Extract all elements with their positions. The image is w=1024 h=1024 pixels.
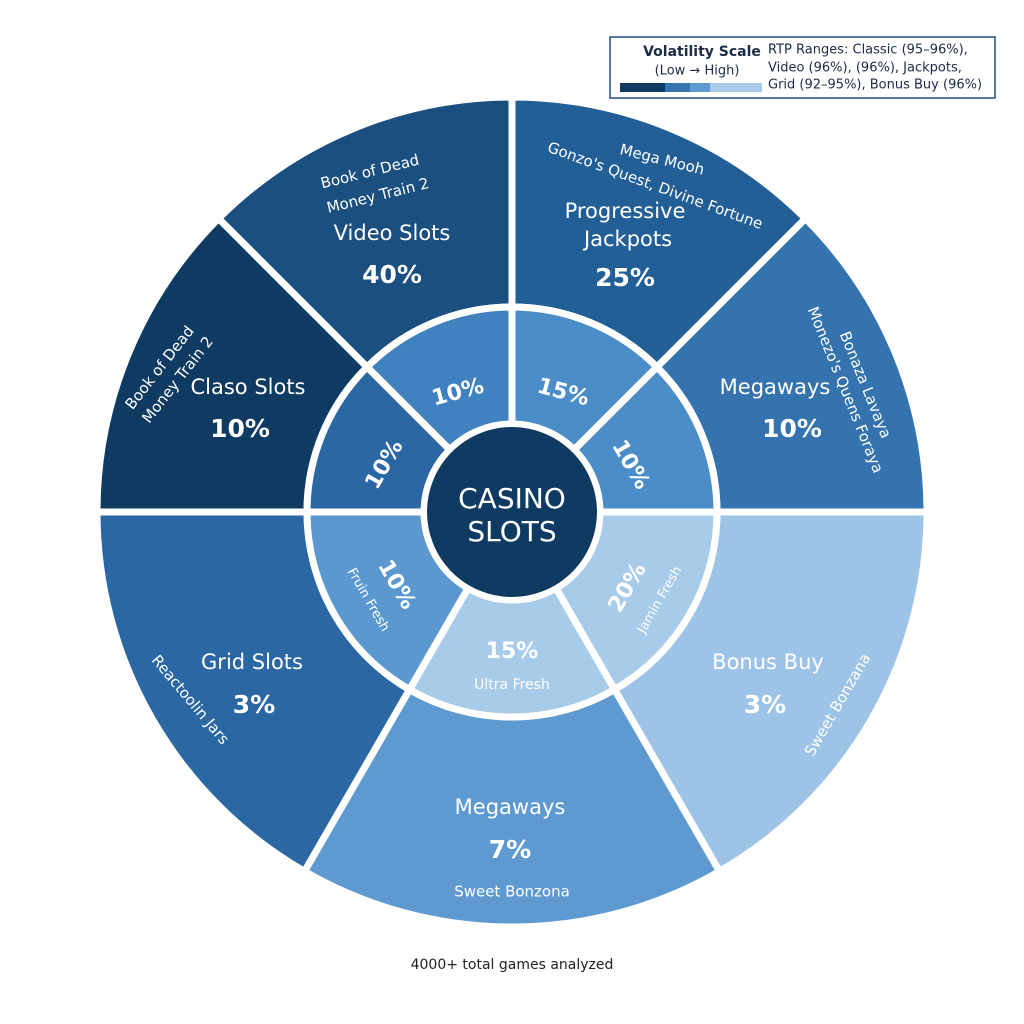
scale-swatch [620, 83, 665, 92]
segment-name: Video Slots [334, 221, 451, 245]
scale-swatch [665, 83, 690, 92]
legend: Volatility Scale (Low → High) RTP Ranges… [609, 36, 996, 99]
footer: 4000+ total games analyzed [411, 957, 614, 973]
segment-name: Claso Slots [190, 375, 305, 399]
legend-subtitle: (Low → High) [655, 64, 740, 79]
legend-note: Video (96%), (96%), Jackpots, [768, 61, 962, 76]
scale-swatch [710, 83, 762, 92]
segment-name: Megaways [720, 375, 831, 399]
segment-name: Megaways [455, 795, 566, 819]
legend-title: Volatility Scale [643, 44, 761, 60]
segment-share: 7% [489, 835, 531, 864]
segment-share: 40% [362, 260, 422, 289]
center-title: CASINO [458, 482, 566, 515]
segment-share: 3% [233, 690, 275, 719]
center-circle [421, 421, 603, 603]
segment-share: 10% [762, 414, 822, 443]
segment-name: Progressive [565, 199, 686, 223]
legend-note: Grid (92–95%), Bonus Buy (96%) [768, 78, 982, 93]
segment-name: Grid Slots [201, 650, 303, 674]
legend-note: RTP Ranges: Classic (95–96%), [768, 43, 968, 58]
segment-share: 10% [210, 414, 270, 443]
example: Sweet Bonzona [454, 883, 570, 901]
inner-share: 15% [486, 639, 539, 664]
segment-name: Jackpots [582, 227, 672, 251]
center-title: SLOTS [467, 515, 556, 548]
segment-share: 25% [595, 263, 655, 292]
segment-share: 3% [744, 690, 786, 719]
scale-swatch [690, 83, 710, 92]
inner-label: Ultra Fresh [474, 677, 550, 693]
segment-name: Bonus Buy [712, 650, 824, 674]
